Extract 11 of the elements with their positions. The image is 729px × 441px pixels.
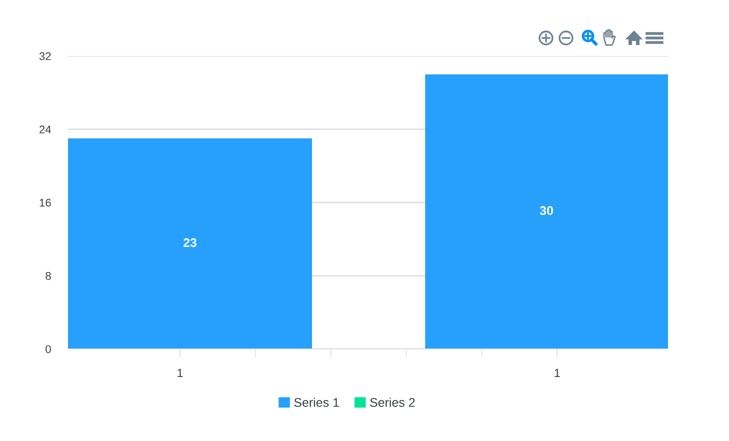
- y-tick-label: 24: [40, 126, 52, 134]
- y-tick-label: 32: [39, 52, 51, 60]
- legend-label: Series 1: [294, 398, 339, 407]
- legend-label: Series 2: [370, 398, 415, 407]
- x-tick-label: 1: [554, 368, 560, 377]
- data-label: 23: [183, 238, 196, 248]
- y-tick-label: 8: [46, 272, 51, 280]
- x-tick-label: 1: [178, 368, 183, 377]
- data-label: 30: [540, 206, 554, 216]
- y-tick-label: 16: [40, 198, 51, 207]
- y-tick-label: 0: [46, 345, 51, 354]
